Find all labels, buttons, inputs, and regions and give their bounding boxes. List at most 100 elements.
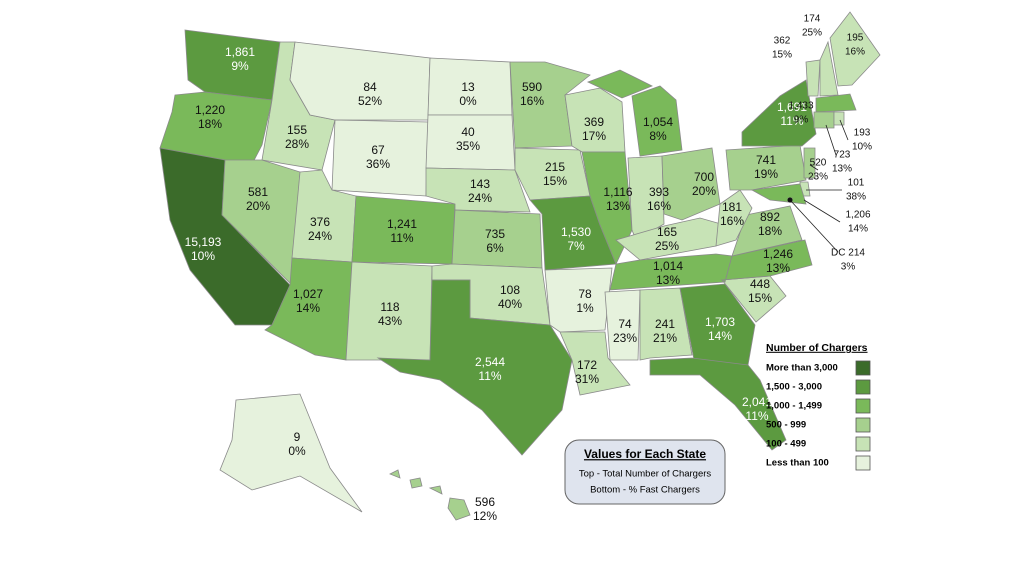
state-fast-share: 0% [288,444,306,458]
state-chargers: 448 [750,277,770,291]
state-fast-share: 10% [852,142,872,153]
state-chargers: 84 [363,80,377,94]
state-fast-share: 15% [772,50,792,61]
state-chargers: DC 214 [831,248,865,259]
state [409,477,423,489]
state-chargers: 590 [522,80,542,94]
state-fast-share: 24% [308,229,332,243]
state-fast-share: 18% [198,117,222,131]
state-fast-share: 25% [802,28,822,39]
state-fast-share: 17% [582,129,606,143]
state-fast-share: 36% [366,157,390,171]
state-chargers: 172 [577,358,597,372]
legend-label: 1,000 - 1,499 [766,401,822,412]
state-chargers: 1,027 [293,287,323,301]
legend: Number of Chargers More than 3,000 1,500 … [766,342,871,471]
legend-label: More than 3,000 [766,363,838,374]
state-fast-share: 19% [754,167,778,181]
legend-title: Number of Chargers [766,342,868,354]
state [159,91,273,169]
info-box-title: Values for Each State [584,447,706,461]
state-fast-share: 31% [575,372,599,386]
state-fast-share: 14% [708,329,732,343]
state-fast-share: 14% [296,301,320,315]
state-fast-share: 13% [656,273,680,287]
leader-line [809,164,819,171]
state-fast-share: 10% [191,249,215,263]
state-chargers: 362 [774,36,791,47]
state [741,79,817,147]
legend-swatch [855,360,871,376]
state-chargers: 1,433 [788,101,813,112]
legend-swatch [855,417,871,433]
leader-line [803,199,841,223]
legend-swatch [855,398,871,414]
state-fast-share: 23% [613,331,637,345]
state-fast-share: 20% [246,199,270,213]
state-fast-share: 13% [606,199,630,213]
state [661,147,721,221]
state [389,469,401,479]
state-chargers: 2,544 [475,355,505,369]
info-box: Values for Each State Top - Total Number… [564,439,726,505]
state-fast-share: 6% [486,241,504,255]
state-fast-share: 11% [745,409,768,423]
state-chargers: 40 [461,125,475,139]
state-chargers: 13 [461,80,475,94]
state-chargers: 9 [294,430,301,444]
legend-swatch [855,379,871,395]
state-fast-share: 11% [390,231,413,245]
state-fast-share: 20% [692,184,716,198]
state-chargers: 101 [848,178,865,189]
state-fast-share: 13% [832,164,852,175]
state-chargers: 892 [760,210,780,224]
state [219,393,363,513]
leader-line [825,124,837,156]
state-chargers: 723 [834,150,851,161]
state-chargers: 596 [475,495,495,509]
dc-dot [787,197,793,203]
state [679,283,756,366]
state-chargers: 1,703 [705,315,735,329]
state-chargers: 108 [500,283,520,297]
state-chargers: 143 [470,177,490,191]
state-fast-share: 11% [780,114,803,128]
state [750,183,807,205]
state-chargers: 1,861 [225,45,255,59]
state [815,93,857,113]
state-chargers: 369 [584,115,604,129]
state-chargers: 2,041 [742,395,772,409]
state-chargers: 1,241 [387,217,417,231]
leader-line [839,119,849,141]
state-fast-share: 16% [647,199,671,213]
legend-label: Less than 100 [766,458,829,469]
legend-swatch [855,455,871,471]
info-box-line: Bottom - % Fast Chargers [590,485,700,496]
state-chargers: 1,220 [195,103,225,117]
states [159,11,881,521]
state [559,331,631,396]
state [544,267,613,333]
state-chargers: 78 [578,287,592,301]
legend-label: 500 - 999 [766,420,806,431]
state-fast-share: 1% [576,301,594,315]
state [649,357,787,451]
state [586,69,653,99]
state-chargers: 241 [655,317,675,331]
info-box-frame [564,439,726,505]
state-fast-share: 14% [848,224,868,235]
state-chargers: 1,014 [653,259,683,273]
state [715,189,753,247]
state [805,59,821,97]
state-fast-share: 28% [285,137,309,151]
legend-label: 1,500 - 3,000 [766,382,822,393]
state-fast-share: 52% [358,94,382,108]
state-chargers: 741 [756,153,776,167]
state-fast-share: 25% [655,239,679,253]
state-chargers: 1,054 [643,115,673,129]
state [604,289,641,361]
state-chargers: 581 [248,185,268,199]
info-box-line: Top - Total Number of Chargers [579,469,712,480]
state-chargers: 74 [618,317,632,331]
state-fast-share: 0% [459,94,477,108]
